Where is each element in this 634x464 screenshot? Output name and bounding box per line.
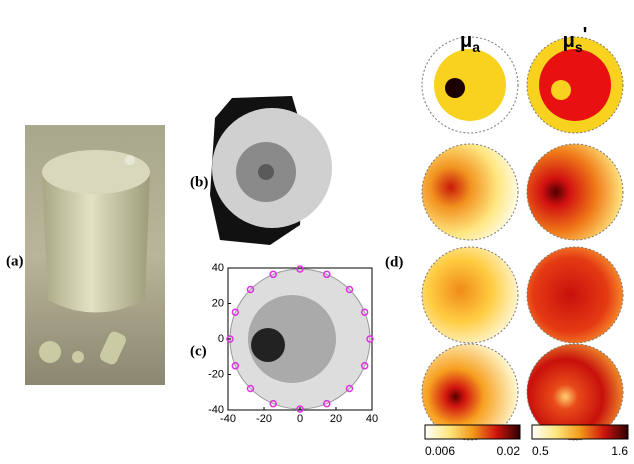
y-tick-label: 40 <box>212 262 224 274</box>
inclusion <box>72 351 84 363</box>
colorbar-max: 1.6 <box>611 444 628 458</box>
colorbar-min: 0.006 <box>425 444 455 458</box>
mesh-plot <box>228 268 372 410</box>
map-inclusion <box>445 78 465 98</box>
y-tick-label: 20 <box>212 297 224 309</box>
map-region <box>539 49 611 121</box>
maps <box>422 37 628 440</box>
colorbar-max: 0.02 <box>497 444 521 458</box>
x-tick-label: -20 <box>256 413 272 425</box>
y-tick-label: 0 <box>218 333 224 345</box>
x-tick-label: 40 <box>366 413 378 425</box>
x-tick-label: 0 <box>297 413 303 425</box>
map-inclusion <box>551 80 571 100</box>
map <box>422 144 518 240</box>
ct-image <box>210 93 332 245</box>
symbol: μ <box>460 30 472 52</box>
map <box>422 247 518 343</box>
map <box>527 144 623 240</box>
colorbar <box>425 425 520 439</box>
subscript: a <box>472 39 480 55</box>
prime: ' <box>583 24 588 46</box>
panel-label: (c) <box>190 343 207 359</box>
phantom-top <box>42 150 150 194</box>
figure: (a) (b) (c) (d) μa μs' 0.006 0.02 0.5 1.… <box>0 0 634 464</box>
subscript: s <box>575 39 583 55</box>
map-region <box>434 49 506 121</box>
y-tick-label: -20 <box>208 368 224 380</box>
symbol: μ <box>563 30 575 52</box>
map <box>527 247 623 343</box>
inclusion <box>39 341 61 363</box>
panel-label: (b) <box>190 174 208 190</box>
panel-label: (a) <box>6 253 24 269</box>
photo <box>25 125 165 385</box>
ct-inclusion <box>258 164 274 180</box>
x-tick-label: 20 <box>330 413 342 425</box>
colorbar <box>532 425 628 439</box>
panel-label: (d) <box>385 254 403 270</box>
inclusion <box>125 155 135 165</box>
mesh-inclusion <box>251 328 285 362</box>
colorbar-min: 0.5 <box>532 444 549 458</box>
y-tick-label: -40 <box>208 404 224 416</box>
column-header: μa <box>460 30 480 54</box>
